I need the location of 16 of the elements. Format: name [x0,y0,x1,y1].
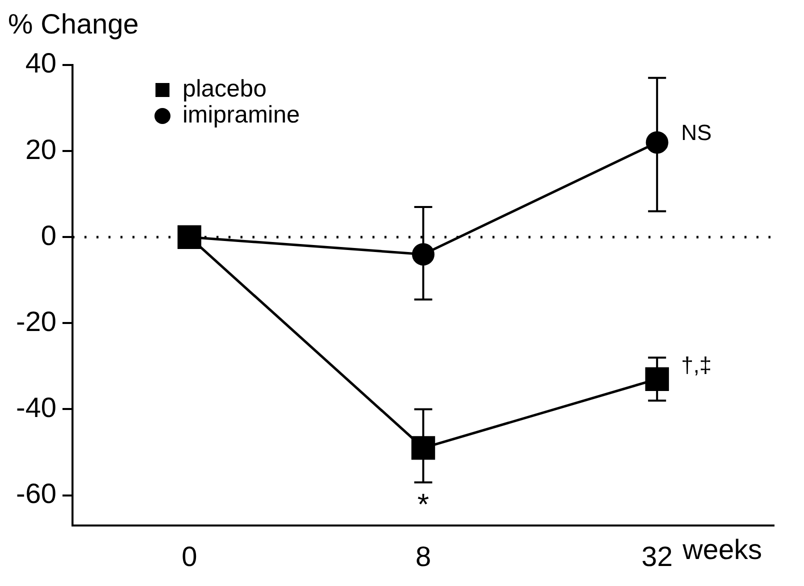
annotation: NS [681,120,712,145]
x-axis-title: weeks [682,534,762,566]
y-tick-label: -20 [16,306,56,337]
y-tick-label: 20 [25,134,56,165]
annotation: * [417,488,430,522]
x-tick-label: 8 [415,540,432,572]
y-axis-title: % Change [8,8,139,40]
y-tick-label: -40 [16,392,56,423]
legend-label: placebo [182,76,267,103]
y-tick-label: 0 [40,220,56,251]
legend-label: imipramine [182,102,300,129]
annotation: †,‡ [681,352,712,378]
x-tick-label: 32 [642,540,673,572]
y-tick-label: -60 [16,478,56,509]
y-tick-label: 40 [25,48,56,79]
x-tick-label: 0 [182,540,198,572]
